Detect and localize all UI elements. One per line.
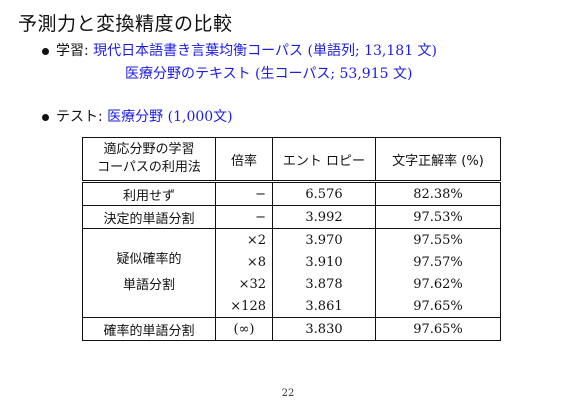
test-corpus: 医療分野 (1,000文)	[107, 109, 233, 125]
row-rate: (∞)	[215, 317, 273, 341]
row-accuracy: 82.38%	[375, 181, 501, 206]
learning-label: 学習:	[56, 43, 89, 59]
row-rate: ×32	[215, 273, 273, 295]
page-number: 22	[281, 388, 295, 399]
header-rate: 倍率	[215, 137, 273, 182]
header-method: 適応分野の学習 コーパスの利用法	[82, 137, 216, 182]
bullet-dot	[42, 48, 49, 55]
row-rate: −	[215, 205, 273, 229]
row-accuracy: 97.65%	[375, 317, 501, 341]
row-rate: ×2	[215, 228, 273, 251]
learning-bullet-continued: 医療分野のテキスト (生コーパス; 53,915 文)	[125, 63, 412, 85]
row-entropy: 3.910	[272, 251, 376, 273]
pseudo-method-line2: 単語分割	[122, 278, 175, 293]
row-method: 確率的単語分割	[82, 317, 216, 341]
row-accuracy: 97.55%	[375, 228, 501, 251]
header-entropy: エント ロピー	[272, 137, 376, 182]
row-accuracy: 97.53%	[375, 205, 501, 229]
bullet-dot	[42, 114, 49, 121]
row-method: 利用せず	[82, 181, 216, 206]
header-method-line1: 適応分野の学習	[103, 142, 195, 157]
row-rate: −	[215, 181, 273, 206]
test-bullet: テスト: 医療分野 (1,000文)	[42, 106, 233, 128]
learning-bullet: 学習: 現代日本語書き言葉均衡コーパス (単語列; 13,181 文)	[42, 40, 438, 62]
header-method-line2: コーパスの利用法	[97, 160, 201, 175]
row-entropy: 3.830	[272, 317, 376, 341]
table-row: 利用せず − 6.576 82.38%	[82, 181, 501, 206]
table-row: ×8 3.910 97.57%	[83, 251, 501, 273]
test-label: テスト:	[56, 109, 103, 125]
row-rate: ×128	[215, 295, 273, 318]
row-method-pseudo: 疑似確率的 単語分割	[82, 228, 216, 318]
learning-corpus-1: 現代日本語書き言葉均衡コーパス (単語列; 13,181 文)	[93, 43, 438, 59]
results-table: 適応分野の学習 コーパスの利用法 倍率 エント ロピー 文字正解率 (%) 利用…	[82, 137, 501, 341]
row-entropy: 3.861	[272, 295, 376, 318]
row-entropy: 3.970	[272, 228, 376, 251]
table-row: 決定的単語分割 − 3.992 97.53%	[82, 205, 501, 229]
header-accuracy: 文字正解率 (%)	[375, 137, 501, 182]
row-accuracy: 97.57%	[375, 251, 501, 273]
table-row: ×32 3.878 97.62%	[83, 273, 501, 295]
row-entropy: 6.576	[272, 181, 376, 206]
table-row: 確率的単語分割 (∞) 3.830 97.65%	[82, 317, 501, 341]
pseudo-method-line1: 疑似確率的	[116, 252, 182, 267]
slide-title: 予測力と変換精度の比較	[18, 13, 233, 35]
table-header-row: 適応分野の学習 コーパスの利用法 倍率 エント ロピー 文字正解率 (%)	[82, 137, 501, 182]
row-method: 決定的単語分割	[82, 205, 216, 229]
row-entropy: 3.878	[272, 273, 376, 295]
row-entropy: 3.992	[272, 205, 376, 229]
row-accuracy: 97.62%	[375, 273, 501, 295]
table-row: 疑似確率的 単語分割 ×2 3.970 97.55%	[82, 228, 501, 318]
row-accuracy: 97.65%	[375, 295, 501, 318]
learning-corpus-2: 医療分野のテキスト (生コーパス; 53,915 文)	[125, 66, 413, 82]
row-rate: ×8	[215, 251, 273, 273]
